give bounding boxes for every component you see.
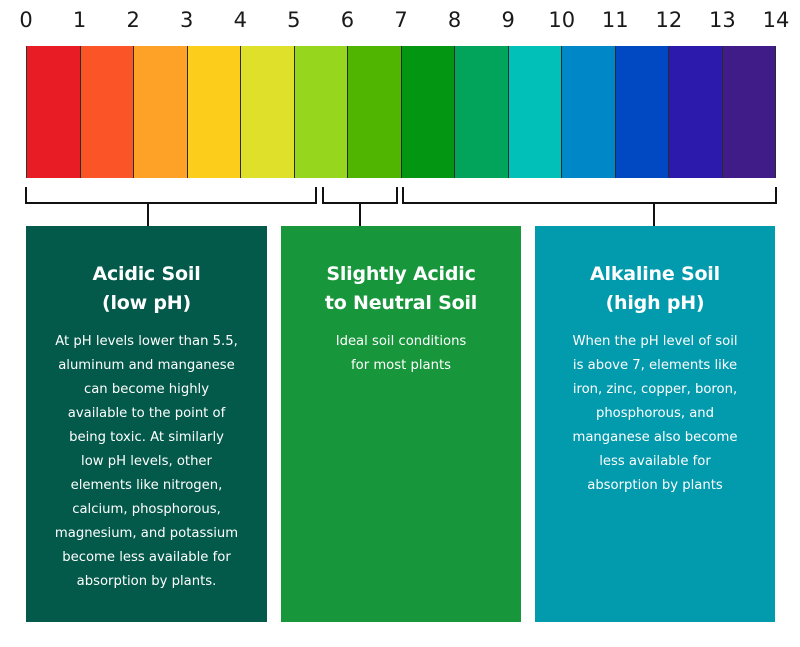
- acidic-soil-description: At pH levels lower than 5.5, aluminum an…: [54, 334, 239, 589]
- ph-tick-label: 2: [126, 8, 140, 32]
- ph-tick-label: 3: [180, 8, 194, 32]
- ph-tick-label: 6: [340, 8, 355, 32]
- ph-segment: [187, 46, 241, 178]
- ph-color-scale: [26, 46, 776, 178]
- neutral-soil-title: Slightly Acidic to Neutral Soil: [291, 260, 511, 318]
- title-line: to Neutral Soil: [324, 292, 478, 314]
- ph-tick-label: 8: [447, 8, 462, 32]
- ph-segment: [562, 46, 616, 178]
- neutral-bracket: [322, 187, 398, 204]
- ph-segment: [348, 46, 402, 178]
- ph-segment: [669, 46, 723, 178]
- ph-segment: [241, 46, 295, 178]
- ph-segment: [615, 46, 669, 178]
- alkaline-soil-title: Alkaline Soil (high pH): [545, 260, 765, 318]
- ph-tick-label: 14: [762, 8, 790, 32]
- ph-segment: [134, 46, 188, 178]
- ph-segment: [27, 46, 81, 178]
- neutral-soil-panel: Slightly Acidic to Neutral Soil Ideal so…: [281, 226, 521, 622]
- ph-segment: [508, 46, 562, 178]
- ph-segment: [80, 46, 134, 178]
- title-line: Acidic Soil: [92, 263, 201, 285]
- ph-tick-label: 0: [19, 8, 33, 32]
- ph-tick-label: 7: [394, 8, 408, 32]
- neutral-soil-description: Ideal soil conditions for most plants: [335, 334, 467, 373]
- ph-segment: [401, 46, 455, 178]
- ph-tick-label: 9: [501, 8, 515, 32]
- alkaline-soil-description: When the pH level of soil is above 7, el…: [572, 334, 738, 493]
- ph-tick-label: 12: [655, 8, 683, 32]
- ph-segment: [294, 46, 348, 178]
- acidic-soil-panel: Acidic Soil (low pH) At pH levels lower …: [26, 226, 267, 622]
- title-line: (high pH): [605, 292, 705, 314]
- acidic-soil-title: Acidic Soil (low pH): [36, 260, 257, 318]
- ph-tick-labels: 0 1 2 3 4 5 6 7 8 9 10 11 12 13 14: [0, 8, 800, 38]
- ph-tick-label: 5: [287, 8, 301, 32]
- ph-segment: [722, 46, 776, 178]
- ph-tick-label: 11: [601, 8, 629, 32]
- ph-segment: [455, 46, 509, 178]
- ph-tick-label: 10: [548, 8, 576, 32]
- ph-tick-label: 4: [233, 8, 247, 32]
- alkaline-soil-panel: Alkaline Soil (high pH) When the pH leve…: [535, 226, 775, 622]
- ph-tick-label: 1: [72, 8, 87, 32]
- acidic-bracket: [25, 187, 317, 204]
- title-line: Slightly Acidic: [326, 263, 476, 285]
- ph-tick-label: 13: [709, 8, 736, 32]
- alkaline-bracket: [402, 187, 777, 204]
- title-line: (low pH): [101, 292, 191, 314]
- title-line: Alkaline Soil: [590, 263, 720, 285]
